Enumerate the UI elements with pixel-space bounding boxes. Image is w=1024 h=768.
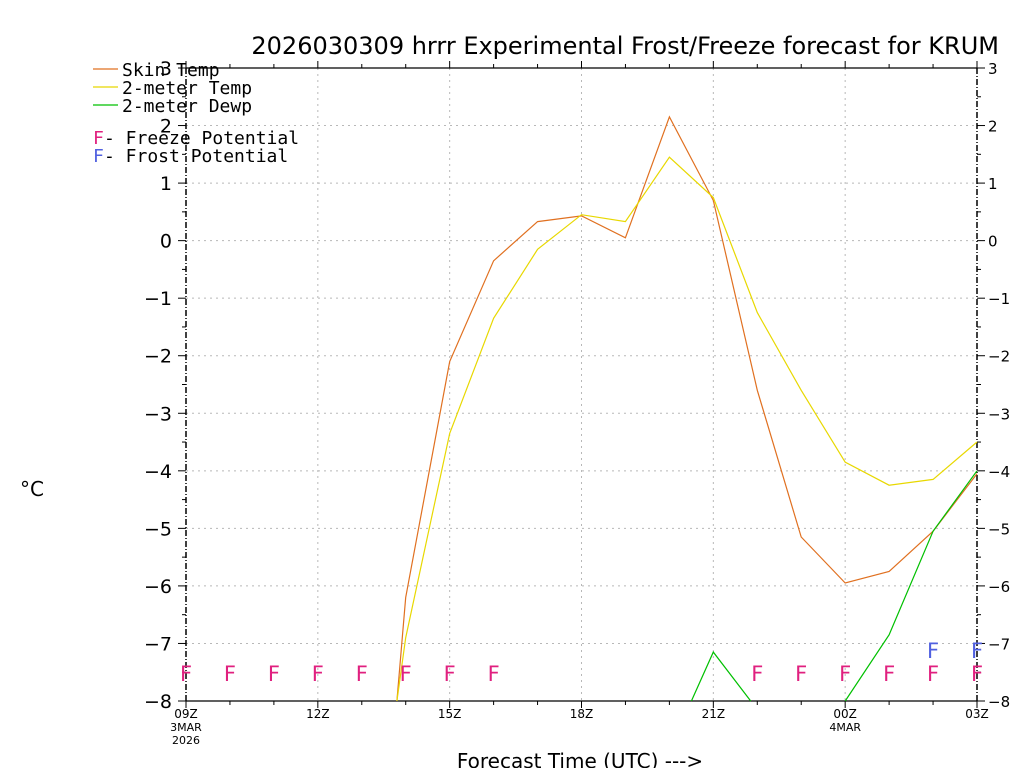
frost-marker: F — [971, 639, 983, 663]
freeze-marker: F — [268, 662, 280, 686]
y-tick-label-right: −7 — [988, 635, 1010, 653]
grid — [186, 68, 977, 701]
y-tick-label-left: −4 — [144, 461, 172, 483]
y-tick-label-left: −5 — [144, 518, 172, 540]
y-tick-label-left: −1 — [144, 288, 172, 310]
legend-label: 2-meter Temp — [122, 78, 252, 99]
y-tick-label-right: 1 — [988, 175, 998, 193]
x-tick-label: 09Z — [174, 707, 198, 721]
freeze-marker: F — [312, 662, 324, 686]
freeze-marker: F — [839, 662, 851, 686]
y-tick-label-left: −2 — [144, 346, 172, 368]
x-tick-label: 03Z — [965, 707, 989, 721]
y-tick-label-right: −4 — [988, 463, 1010, 481]
freeze-marker: F — [927, 662, 939, 686]
legend-marker-letter: F — [93, 128, 104, 149]
y-tick-label-left: 3 — [160, 58, 172, 80]
y-axis-label: °C — [20, 477, 44, 501]
y-tick-label-left: −8 — [144, 691, 172, 713]
x-tick-date: 3MAR — [170, 721, 202, 734]
y-tick-label-right: 0 — [988, 233, 998, 251]
freeze-marker: F — [795, 662, 807, 686]
freeze-marker: F — [971, 662, 983, 686]
series-lines — [396, 115, 978, 702]
y-tick-label-right: 2 — [988, 118, 998, 136]
freeze-marker: F — [883, 662, 895, 686]
freeze-marker: F — [444, 662, 456, 686]
freeze-marker: F — [224, 662, 236, 686]
x-tick-year: 2026 — [172, 734, 200, 747]
y-tick-label-right: −8 — [988, 693, 1010, 711]
legend-marker-label: - Freeze Potential — [104, 128, 299, 149]
freeze-marker: F — [356, 662, 368, 686]
legend-label: 2-meter Dewp — [122, 96, 252, 117]
freeze-marker: F — [488, 662, 500, 686]
freeze-marker: F — [751, 662, 763, 686]
x-tick-label: 21Z — [702, 707, 726, 721]
y-tick-label-left: −7 — [144, 633, 172, 655]
x-tick-label: 18Z — [570, 707, 594, 721]
potential-markers: F F F F F F F F F F F F F FF F — [180, 639, 983, 686]
chart-title: 2026030309 hrrr Experimental Frost/Freez… — [251, 32, 999, 60]
2-meter-temp-line — [396, 156, 978, 702]
y-tick-label-right: −5 — [988, 520, 1010, 538]
y-tick-label-right: −6 — [988, 578, 1010, 596]
x-tick-label: 15Z — [438, 707, 462, 721]
legend-marker-label: - Frost Potential — [104, 146, 288, 167]
y-tick-label-left: −6 — [144, 576, 172, 598]
2-meter-dewp-line — [844, 470, 978, 702]
legend-marker-letter: F — [93, 146, 104, 167]
y-tick-label-right: −3 — [988, 405, 1010, 423]
y-tick-label-left: 1 — [160, 173, 172, 195]
axes: 3 3 2 2 1 1 0 0 −1 −1 −2 −2 −3 −3 −4 −4 −5 −5 −6 −6 −7 −7 −8 −8… — [144, 58, 1010, 747]
frost-marker: F — [927, 639, 939, 663]
y-tick-label-right: −2 — [988, 348, 1010, 366]
x-tick-date: 4MAR — [829, 721, 861, 734]
freeze-marker: F — [400, 662, 412, 686]
2-meter-dewp-line — [690, 650, 752, 702]
skin-temp-line — [396, 115, 978, 702]
y-tick-label-left: 0 — [160, 231, 172, 253]
y-tick-label-right: 3 — [988, 60, 998, 78]
y-tick-label-left: 2 — [160, 116, 172, 138]
freeze-marker: F — [180, 662, 192, 686]
x-axis-label: Forecast Time (UTC) ---> — [457, 749, 703, 768]
x-tick-label: 00Z — [833, 707, 857, 721]
x-tick-label: 12Z — [306, 707, 330, 721]
y-tick-label-left: −3 — [144, 403, 172, 425]
y-tick-label-right: −1 — [988, 290, 1010, 308]
legend-label: Skin Temp — [122, 60, 220, 81]
